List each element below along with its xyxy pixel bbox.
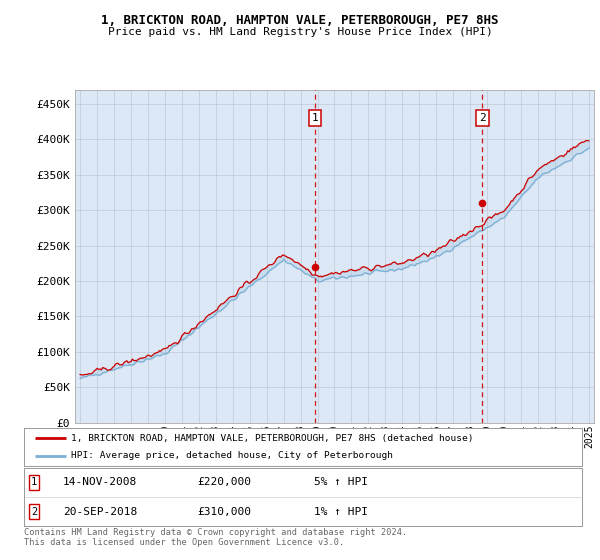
Text: Contains HM Land Registry data © Crown copyright and database right 2024.
This d: Contains HM Land Registry data © Crown c… [24, 528, 407, 548]
Text: HPI: Average price, detached house, City of Peterborough: HPI: Average price, detached house, City… [71, 451, 394, 460]
Text: 1% ↑ HPI: 1% ↑ HPI [314, 507, 368, 517]
Text: 1, BRICKTON ROAD, HAMPTON VALE, PETERBOROUGH, PE7 8HS: 1, BRICKTON ROAD, HAMPTON VALE, PETERBOR… [101, 14, 499, 27]
Text: £220,000: £220,000 [197, 477, 251, 487]
Text: 2: 2 [479, 113, 486, 123]
Text: 1, BRICKTON ROAD, HAMPTON VALE, PETERBOROUGH, PE7 8HS (detached house): 1, BRICKTON ROAD, HAMPTON VALE, PETERBOR… [71, 433, 474, 442]
Text: £310,000: £310,000 [197, 507, 251, 517]
Text: 5% ↑ HPI: 5% ↑ HPI [314, 477, 368, 487]
Text: 1: 1 [31, 477, 37, 487]
Text: 14-NOV-2008: 14-NOV-2008 [63, 477, 137, 487]
Text: Price paid vs. HM Land Registry's House Price Index (HPI): Price paid vs. HM Land Registry's House … [107, 27, 493, 37]
Text: 1: 1 [312, 113, 319, 123]
Text: 2: 2 [31, 507, 37, 517]
Text: 20-SEP-2018: 20-SEP-2018 [63, 507, 137, 517]
